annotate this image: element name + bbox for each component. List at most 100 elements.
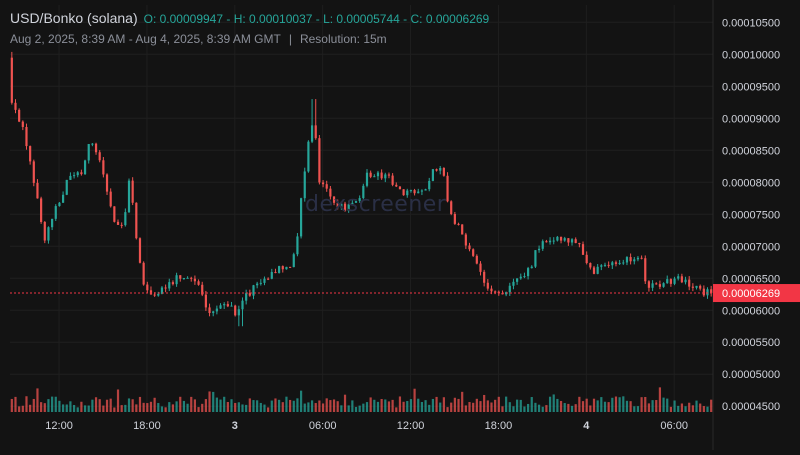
volume-bar bbox=[212, 391, 215, 412]
candle-body bbox=[245, 293, 248, 301]
candle-body bbox=[321, 182, 325, 185]
candle-body bbox=[18, 109, 21, 122]
candle-body bbox=[332, 196, 336, 203]
x-tick-label: 3 bbox=[232, 420, 238, 432]
volume-bar bbox=[296, 398, 299, 412]
volume-bar bbox=[116, 389, 120, 412]
candle-body bbox=[545, 241, 548, 243]
volume-bar bbox=[702, 406, 705, 412]
candle-body bbox=[435, 169, 438, 171]
candle-body bbox=[541, 241, 544, 249]
candle-body bbox=[464, 234, 467, 246]
x-tick-label: 12:00 bbox=[397, 420, 425, 432]
candle-body bbox=[263, 278, 266, 283]
volume-bar bbox=[468, 402, 471, 412]
candle-body bbox=[21, 121, 24, 127]
candle-body bbox=[380, 172, 383, 179]
candle-body bbox=[131, 180, 134, 203]
volume-bar bbox=[600, 397, 603, 412]
volume-bar bbox=[644, 396, 647, 412]
volume-bar bbox=[688, 402, 691, 412]
volume-bar bbox=[142, 402, 145, 412]
candle-body bbox=[160, 287, 164, 294]
x-tick-label: 18:00 bbox=[485, 420, 513, 432]
candle-body bbox=[157, 293, 160, 296]
candle-body bbox=[83, 160, 87, 175]
volume-bar bbox=[325, 398, 328, 412]
candle-body bbox=[354, 200, 358, 203]
candle-body bbox=[204, 294, 207, 308]
watermark-logo: dexscreener bbox=[305, 192, 447, 217]
candle-body bbox=[552, 240, 555, 242]
volume-bar bbox=[91, 399, 94, 412]
candle-body bbox=[197, 281, 200, 285]
x-tick-label: 18:00 bbox=[133, 420, 161, 432]
volume-bar bbox=[146, 403, 149, 412]
volume-bar bbox=[61, 404, 65, 412]
y-tick-label: 0.00007000 bbox=[722, 241, 780, 253]
candle-body bbox=[336, 202, 339, 208]
volume-bar bbox=[541, 406, 544, 412]
volume-bar bbox=[680, 403, 683, 412]
volume-bar bbox=[83, 405, 87, 412]
candle-body bbox=[40, 198, 43, 222]
volume-bar bbox=[695, 400, 698, 412]
volume-bar bbox=[182, 400, 186, 412]
legend-title-row: USD/Bonko (solana) O: 0.00009947 - H: 0.0… bbox=[10, 10, 489, 26]
volume-bar bbox=[94, 397, 98, 412]
candle-body bbox=[142, 262, 145, 285]
candle-body bbox=[618, 262, 621, 264]
volume-bar bbox=[153, 397, 156, 412]
volume-bar bbox=[285, 396, 288, 412]
volume-bar bbox=[607, 402, 610, 412]
volume-bar bbox=[113, 407, 116, 412]
candle-body bbox=[186, 277, 189, 279]
candle-body bbox=[684, 279, 687, 283]
volume-bar bbox=[461, 391, 464, 412]
y-tick-label: 0.00006500 bbox=[722, 273, 780, 285]
volume-bar bbox=[336, 401, 339, 412]
volume-bar bbox=[406, 401, 409, 412]
candle-body bbox=[127, 180, 131, 213]
volume-bar bbox=[131, 399, 134, 412]
volume-bar bbox=[32, 398, 35, 412]
volume-bar bbox=[190, 396, 193, 412]
candle-body bbox=[36, 182, 39, 199]
volume-bar bbox=[29, 404, 32, 412]
y-tick-label: 0.00004500 bbox=[722, 401, 780, 413]
candle-body bbox=[369, 172, 372, 177]
candle-body bbox=[490, 288, 493, 292]
candle-body bbox=[376, 172, 380, 177]
volume-bar bbox=[237, 402, 240, 412]
x-tick-label: 12:00 bbox=[45, 420, 73, 432]
volume-bar bbox=[625, 400, 629, 412]
volume-bar bbox=[435, 396, 438, 412]
volume-bar bbox=[457, 398, 460, 412]
candle-body bbox=[373, 176, 376, 178]
volume-bar bbox=[505, 396, 508, 412]
volume-bar bbox=[420, 402, 424, 412]
volume-bar bbox=[486, 400, 489, 412]
candle-body bbox=[516, 278, 519, 282]
volume-bar bbox=[171, 404, 175, 412]
candle-body bbox=[417, 191, 420, 194]
candle-body bbox=[61, 194, 65, 203]
volume-bar bbox=[699, 403, 702, 412]
candle-body bbox=[135, 202, 138, 239]
candle-body bbox=[146, 284, 149, 291]
volume-bar bbox=[710, 399, 713, 412]
candle-body bbox=[51, 218, 54, 228]
candle-body bbox=[153, 294, 156, 296]
volume-bar bbox=[603, 401, 607, 412]
volume-bar bbox=[365, 402, 369, 412]
volume-bar bbox=[25, 396, 28, 412]
volume-bar bbox=[256, 400, 259, 412]
volume-bar bbox=[494, 399, 497, 412]
volume-bar bbox=[245, 404, 248, 412]
volume-bar bbox=[307, 402, 310, 412]
candle-body bbox=[556, 236, 559, 241]
candle-body bbox=[622, 262, 625, 264]
volume-bar bbox=[76, 407, 79, 412]
